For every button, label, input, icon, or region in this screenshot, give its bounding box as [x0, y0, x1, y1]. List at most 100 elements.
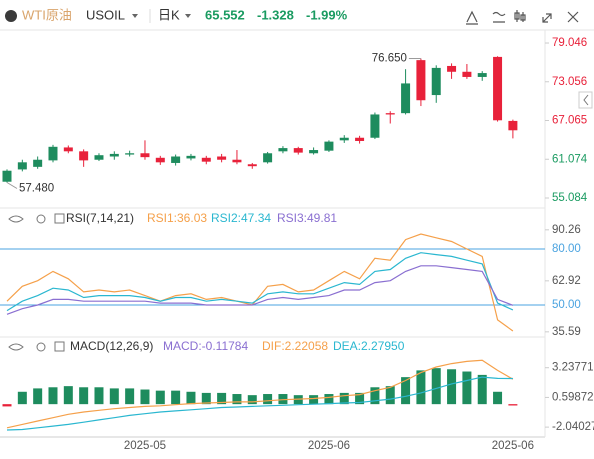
candle-body: [232, 159, 242, 163]
y-tick-label: 3.23771: [552, 362, 594, 374]
macd-bar: [309, 395, 319, 405]
macd-bar: [477, 374, 487, 405]
macd-bar: [462, 371, 472, 405]
candle-body: [447, 65, 457, 72]
macd-bar: [33, 388, 43, 405]
side-toggle[interactable]: [578, 91, 593, 109]
candle-body: [278, 148, 288, 152]
candle-body: [339, 137, 349, 141]
y-tick-label: 62.92: [552, 275, 581, 287]
period[interactable]: 日K: [158, 7, 180, 22]
candle-body: [94, 155, 104, 160]
candle-body: [263, 153, 273, 163]
macd-bar: [63, 386, 73, 405]
series-line: [6, 252, 514, 312]
candle-body: [33, 159, 43, 167]
candle-body: [48, 146, 58, 161]
macd-bar: [140, 389, 150, 405]
y-tick-label: 67.065: [552, 115, 587, 127]
macd-bar: [217, 392, 227, 405]
macd-bar: [416, 370, 426, 405]
macd-bar: [401, 377, 411, 405]
macd-bar: [171, 390, 181, 405]
macd-bar: [339, 392, 349, 405]
candle-body: [385, 113, 395, 115]
candle-body: [324, 141, 334, 151]
macd-bar: [48, 387, 58, 405]
box-icon[interactable]: [54, 341, 65, 352]
symbol-icon: [5, 10, 17, 22]
eye-icon[interactable]: [8, 343, 24, 351]
series-line: [6, 265, 514, 315]
eye-icon[interactable]: [8, 215, 24, 223]
legend-icons: [8, 213, 65, 352]
candle-body: [477, 73, 487, 77]
dropdown-icon[interactable]: [132, 14, 138, 18]
indicator-tool[interactable]: [514, 10, 526, 22]
macd-bar: [186, 391, 196, 405]
candle-body: [63, 147, 73, 152]
indicator-title: RSI(7,14,21): [66, 211, 134, 225]
candle-body: [462, 71, 472, 77]
draw-tool[interactable]: [466, 10, 478, 25]
macd-bar: [263, 394, 273, 405]
macd-bar: [324, 394, 334, 405]
toolbar: [466, 10, 579, 25]
settings-icon[interactable]: [36, 214, 46, 224]
candle-body: [140, 153, 150, 158]
dropdown-icon[interactable]: [185, 14, 191, 18]
instrument-symbol[interactable]: USOIL: [86, 7, 125, 22]
annotation: 57.480: [19, 183, 54, 195]
series-line: [6, 233, 514, 332]
candle-body: [155, 157, 165, 163]
macd-bar: [370, 387, 380, 405]
macd-bar: [2, 404, 12, 407]
y-tick-label: 61.074: [552, 153, 588, 165]
legend-entry: DIF:2.22058: [262, 339, 328, 353]
macd-bar: [278, 394, 288, 405]
candle-body: [416, 60, 426, 101]
box-icon[interactable]: [54, 213, 65, 224]
candle-body: [431, 67, 441, 96]
candle-body: [186, 155, 196, 159]
y-tick-label: -2.04027: [552, 421, 594, 433]
candle-body: [355, 137, 365, 141]
candle-body: [2, 170, 12, 182]
candle-body: [125, 153, 135, 155]
series-line: [6, 376, 513, 431]
macd-bar: [508, 404, 518, 406]
price-change: -1.328: [257, 7, 294, 22]
candle-body: [79, 151, 89, 161]
x-tick-label: 2025-06: [308, 440, 350, 452]
candle-body: [247, 164, 257, 167]
macd-bar: [447, 369, 457, 405]
legend-entry: MACD:-0.11784: [163, 339, 248, 353]
candle-body: [401, 83, 411, 114]
macd-bar: [79, 387, 89, 405]
price-change-pct: -1.99%: [306, 7, 348, 22]
macd-bar: [94, 387, 104, 405]
side-toggle-icon: [583, 94, 589, 106]
series-line: [6, 359, 514, 429]
expand-tool[interactable]: [542, 13, 552, 23]
y-tick-label: 35.59: [552, 326, 581, 338]
candle-body: [309, 150, 319, 154]
macd-bar: [109, 388, 119, 405]
macd-bar: [493, 391, 503, 405]
settings-icon[interactable]: [36, 342, 46, 352]
macd-bar: [247, 395, 257, 405]
candle-body: [201, 157, 211, 162]
legend-entry: RSI1:36.03: [147, 211, 207, 225]
compare-tool[interactable]: [492, 11, 506, 23]
x-tick-label: 2025-05: [124, 440, 166, 452]
annotation: 76.650: [372, 53, 407, 65]
candle-body: [217, 156, 227, 160]
macd-bar: [201, 392, 211, 405]
x-tick-label: 2025-06: [492, 440, 534, 452]
legend-entry: RSI2:47.34: [211, 211, 271, 225]
indicator-title: MACD(12,26,9): [70, 339, 153, 353]
legend-entry: RSI3:49.81: [277, 211, 337, 225]
macd-bar: [355, 392, 365, 405]
candle-body: [171, 156, 181, 163]
close-tool[interactable]: [567, 11, 579, 23]
